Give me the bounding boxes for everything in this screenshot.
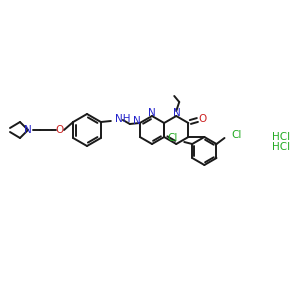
Text: Cl: Cl xyxy=(168,133,178,143)
Text: O: O xyxy=(198,114,206,124)
Text: HCl: HCl xyxy=(272,142,290,152)
Text: N: N xyxy=(133,116,141,126)
Text: N: N xyxy=(148,108,156,118)
Text: HCl: HCl xyxy=(272,132,290,142)
Text: Cl: Cl xyxy=(232,130,242,140)
Text: N: N xyxy=(24,125,32,135)
Text: N: N xyxy=(173,108,181,118)
Text: NH: NH xyxy=(115,114,130,124)
Text: O: O xyxy=(56,125,64,135)
